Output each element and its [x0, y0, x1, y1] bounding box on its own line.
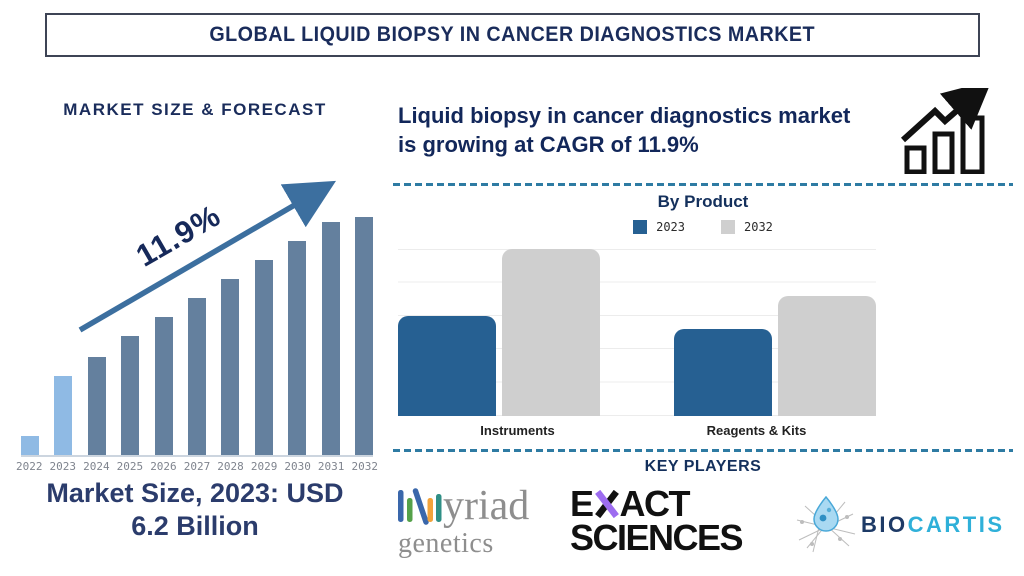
forecast-year-label: 2026: [150, 460, 177, 473]
cagr-headline-line2: is growing at CAGR of 11.9%: [398, 131, 699, 157]
logo-myriad-genetics: yriad genetics: [396, 484, 561, 558]
product-bar-Reagents & Kits-2032: [778, 296, 876, 416]
page-title: GLOBAL LIQUID BIOPSY IN CANCER DIAGNOSTI…: [209, 23, 816, 46]
category-label-instruments: Instruments: [480, 423, 555, 438]
forecast-bar-2032: [354, 217, 373, 455]
exact-line1: E ACT: [570, 483, 691, 524]
forecast-bar-2030: [288, 241, 307, 455]
by-product-bar-chart: [398, 249, 876, 416]
biocartis-wordmark: BIOCARTIS: [861, 512, 1005, 537]
category-label-reagents-kits: Reagents & Kits: [706, 423, 807, 438]
product-bar-group-Instruments: [398, 249, 600, 416]
forecast-section-title: MARKET SIZE & FORECAST: [63, 100, 327, 119]
dashed-separator-top: [393, 183, 1013, 186]
forecast-bar-2031: [321, 222, 340, 455]
bar-chart-growth-icon: [900, 88, 992, 174]
forecast-bar-2022: [21, 436, 39, 455]
product-bar-Instruments-2032: [502, 249, 600, 416]
title-banner: GLOBAL LIQUID BIOPSY IN CANCER DIAGNOSTI…: [45, 13, 980, 57]
forecast-bar-chart: [21, 213, 373, 457]
forecast-bar-2023: [54, 376, 73, 455]
product-bar-Reagents & Kits-2023: [674, 329, 772, 416]
forecast-bar-2029: [254, 260, 273, 455]
myriad-m-icon: [398, 488, 442, 525]
cagr-headline-line1: Liquid biopsy in cancer diagnostics mark…: [398, 103, 851, 128]
logo-exact-sciences: E ACT SCIENCES: [570, 483, 744, 558]
forecast-bar-2028: [221, 279, 240, 455]
legend-label: 2023: [656, 220, 685, 234]
forecast-year-label: 2030: [284, 460, 311, 473]
product-category-labels: Instruments Reagents & Kits: [398, 423, 876, 438]
legend-label: 2032: [744, 220, 773, 234]
legend-swatch-2032: [721, 220, 735, 234]
forecast-year-label: 2028: [217, 460, 244, 473]
by-product-title: By Product: [657, 192, 749, 211]
legend-item-2032: 2032: [721, 220, 773, 234]
forecast-year-label: 2031: [317, 460, 345, 473]
dashed-separator-bottom: [393, 449, 1013, 452]
legend-swatch-2023: [633, 220, 648, 234]
forecast-year-label: 2022: [16, 460, 43, 473]
forecast-bar-2027: [187, 298, 206, 455]
exact-x-helix-icon: [594, 490, 619, 518]
forecast-year-label: 2023: [49, 460, 77, 473]
forecast-bar-2026: [154, 317, 173, 455]
forecast-bar-2025: [121, 336, 140, 455]
forecast-year-label: 2032: [351, 460, 378, 473]
logo-biocartis: BIOCARTIS: [795, 494, 1005, 556]
key-players-title: KEY PLAYERS: [644, 458, 762, 475]
product-chart-legend: 2023 2032: [393, 220, 1013, 234]
forecast-bar-2024: [87, 357, 106, 455]
growth-arrow-icon: [78, 180, 337, 333]
biocartis-droplet-icon: [796, 495, 856, 553]
market-size-caption: Market Size, 2023: USD 6.2 Billion: [0, 477, 390, 543]
product-bar-Instruments-2023: [398, 316, 496, 416]
product-bar-group-Reagents & Kits: [674, 296, 876, 416]
myriad-wordmark: yriad: [443, 483, 530, 529]
forecast-year-label: 2029: [250, 460, 278, 473]
forecast-year-label: 2025: [116, 460, 144, 473]
exact-line2: SCIENCES: [570, 517, 744, 558]
legend-item-2023: 2023: [633, 220, 685, 234]
market-size-caption-line1: Market Size, 2023: USD: [46, 478, 344, 508]
cagr-headline: Liquid biopsy in cancer diagnostics mark…: [398, 102, 898, 159]
forecast-year-label: 2024: [83, 460, 110, 473]
forecast-year-axis: 2022 2023 2024 2025 2026 2027 2028 2029 2030 2031…: [16, 460, 378, 473]
myriad-genetics-wordmark: genetics: [398, 528, 494, 559]
forecast-year-label: 2027: [183, 460, 211, 473]
market-size-caption-line2: 6.2 Billion: [131, 510, 259, 541]
